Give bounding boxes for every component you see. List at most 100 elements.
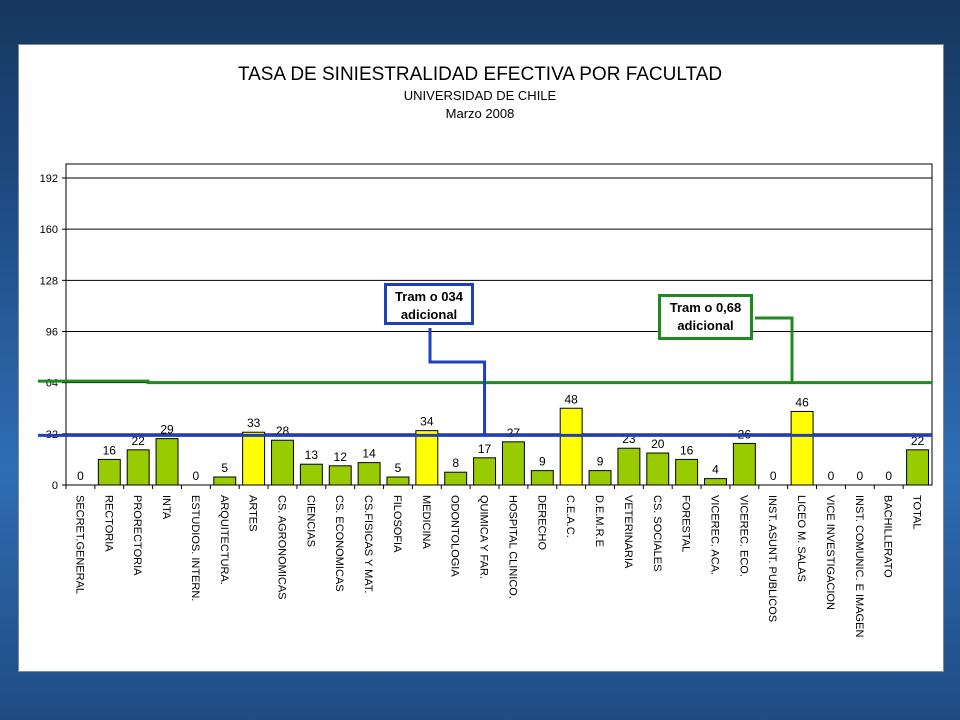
data-label: 34	[420, 415, 434, 429]
bar	[675, 458, 699, 486]
callout-blue: Tram o 034 adicional	[384, 283, 474, 325]
x-tick-label: INST. COMUNIC. E IMAGEN	[853, 495, 865, 637]
chart-period: Marzo 2008	[445, 106, 515, 121]
bar	[473, 457, 497, 486]
data-label: 9	[539, 455, 546, 469]
callout-green-line1: Tram o 0,68	[669, 300, 742, 315]
data-label: 0	[77, 469, 84, 483]
data-label: 8	[452, 456, 459, 470]
value-labels: 0162229053328131214534817279489232016426…	[77, 392, 924, 483]
reference-lines	[38, 316, 932, 437]
data-label: 0	[193, 469, 200, 483]
x-tick-label: HOSPITAL CLINICO.	[506, 495, 518, 599]
x-tick-label: CS. ECONOMICAS	[333, 495, 345, 592]
bars	[97, 407, 930, 486]
data-label: 9	[597, 455, 604, 469]
data-label: 0	[856, 469, 863, 483]
x-tick-label: TOTAL	[911, 495, 923, 529]
axes: 0326496128160192	[40, 173, 932, 492]
data-label: 33	[247, 416, 261, 430]
x-tick-label: VETERINARIA	[622, 495, 634, 569]
x-tick-label: VICEREC. ECO.	[737, 495, 749, 577]
data-label: 20	[651, 437, 665, 451]
x-tick-label: CS. AGRONOMICAS	[276, 495, 288, 600]
chart-title: TASA DE SINIESTRALIDAD EFECTIVA POR FACU…	[237, 64, 723, 85]
callout-green-leader	[755, 316, 794, 383]
y-tick-label: 192	[40, 173, 58, 185]
bar	[213, 476, 237, 486]
callout-blue-leader	[428, 328, 487, 436]
data-label: 48	[564, 392, 578, 406]
bar	[328, 465, 352, 486]
data-label: 5	[221, 461, 228, 475]
x-tick-label: MEDICINA	[420, 495, 432, 549]
bar	[299, 463, 323, 486]
data-label: 22	[131, 434, 145, 448]
x-tick-label: RECTORIA	[102, 495, 114, 552]
bar	[530, 470, 554, 486]
y-tick-label: 64	[46, 378, 58, 390]
data-label: 4	[712, 463, 719, 477]
bar	[704, 478, 727, 486]
x-tick-label: D.E.M.R.E	[593, 495, 605, 547]
y-tick-label: 128	[40, 275, 58, 287]
gridlines	[65, 163, 933, 486]
x-tick-label: VICE INVESTIGACION	[824, 495, 836, 610]
x-tick-labels: SECRET.GENERAL RECTORIA PRORECTORIA INTA EST…	[73, 495, 922, 637]
y-tick-label: 160	[40, 224, 58, 236]
y-tick-label: 96	[46, 327, 58, 339]
data-label: 14	[362, 447, 376, 461]
data-label: 46	[795, 395, 809, 409]
data-label: 27	[507, 426, 521, 440]
x-tick-label: CS.FISICAS Y MAT.	[362, 495, 374, 593]
callout-green: Tram o 0,68 adicional	[658, 294, 753, 340]
x-tick-label: FORESTAL	[680, 495, 692, 552]
bar	[790, 410, 814, 486]
x-tick-label: CIENCIAS	[304, 495, 316, 547]
bar	[415, 430, 439, 486]
bar	[732, 442, 756, 486]
x-tick-label: ARTES	[247, 495, 259, 531]
y-tick-label: 0	[52, 480, 58, 492]
x-tick-label: INST. ASUNT. PUBLICOS	[766, 495, 778, 622]
data-label: 13	[305, 448, 319, 462]
data-label: 0	[770, 469, 777, 483]
bar	[444, 471, 468, 486]
data-label: 0	[828, 469, 835, 483]
x-tick-label: BACHILLERATO	[882, 495, 894, 578]
bar	[906, 449, 930, 486]
bar	[271, 439, 294, 486]
reference-line-green	[38, 379, 932, 385]
x-tick-label: QUIMICA Y FAR.	[478, 495, 490, 579]
x-tick-label: VICEREC. ACA.	[709, 495, 721, 575]
callout-blue-line2: adicional	[400, 307, 458, 322]
data-label: 22	[911, 434, 925, 448]
callout-blue-line1: Tram o 034	[395, 289, 463, 304]
bar	[559, 407, 583, 486]
callout-green-line2: adicional	[677, 318, 734, 333]
x-tick-label: C.E.A.C.	[564, 495, 576, 538]
data-label: 5	[395, 461, 402, 475]
x-tick-label: DERECHO	[535, 495, 547, 550]
bar	[501, 441, 525, 486]
x-tick-label: ESTUDIOS. INTERN.	[189, 495, 201, 601]
x-tick-label: ARQUITECTURA.	[218, 495, 230, 585]
data-label: 29	[160, 423, 174, 437]
bar	[242, 431, 266, 486]
bar	[155, 438, 179, 486]
data-label: 12	[334, 450, 348, 464]
x-tick-label: SECRET.GENERAL	[73, 495, 85, 594]
data-label: 17	[478, 442, 492, 456]
bar	[646, 452, 670, 486]
bar	[617, 447, 641, 486]
data-label: 16	[103, 443, 117, 457]
bar	[588, 470, 612, 486]
x-tick-label: FILOSOFIA	[391, 495, 403, 553]
data-label: 16	[680, 443, 694, 457]
x-tick-label: LICEO M. SALAS	[795, 495, 807, 582]
bar	[357, 462, 381, 486]
x-tick-label: PRORECTORIA	[131, 495, 143, 576]
bar	[126, 449, 150, 486]
x-tick-label: CS. SOCIALES	[651, 495, 663, 571]
